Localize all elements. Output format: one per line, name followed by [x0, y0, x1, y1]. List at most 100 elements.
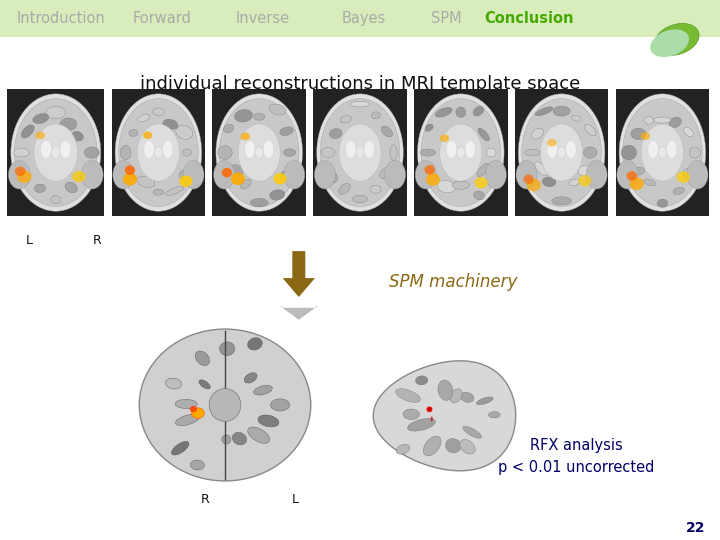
Ellipse shape [230, 165, 243, 176]
Ellipse shape [415, 376, 428, 385]
Ellipse shape [353, 195, 367, 203]
Text: R: R [201, 493, 210, 506]
Ellipse shape [322, 170, 338, 184]
Ellipse shape [631, 128, 647, 140]
Ellipse shape [284, 160, 305, 189]
Ellipse shape [238, 124, 280, 181]
Ellipse shape [446, 438, 461, 453]
FancyArrow shape [280, 306, 318, 320]
Ellipse shape [356, 147, 364, 158]
Ellipse shape [120, 145, 131, 160]
Ellipse shape [408, 418, 436, 431]
Ellipse shape [420, 149, 436, 156]
Ellipse shape [657, 199, 667, 207]
Ellipse shape [17, 170, 32, 183]
Ellipse shape [586, 160, 607, 189]
Text: R: R [93, 234, 102, 247]
Bar [616, 89, 709, 216]
Ellipse shape [72, 131, 84, 141]
Ellipse shape [390, 145, 397, 160]
Ellipse shape [9, 160, 30, 189]
Ellipse shape [216, 94, 302, 211]
Ellipse shape [633, 167, 644, 175]
Ellipse shape [418, 94, 504, 211]
Ellipse shape [33, 113, 49, 124]
Text: Bayes: Bayes [341, 11, 386, 26]
Ellipse shape [542, 177, 556, 187]
Ellipse shape [351, 102, 369, 107]
Ellipse shape [623, 99, 702, 206]
Ellipse shape [518, 94, 605, 211]
Text: Forward: Forward [132, 11, 192, 26]
Ellipse shape [144, 140, 154, 158]
Ellipse shape [34, 124, 78, 181]
Ellipse shape [658, 147, 667, 158]
Ellipse shape [435, 107, 452, 117]
Ellipse shape [516, 160, 537, 189]
Ellipse shape [15, 166, 25, 176]
Ellipse shape [527, 179, 541, 191]
Ellipse shape [250, 199, 269, 207]
Ellipse shape [233, 433, 247, 445]
Text: Conclusion: Conclusion [485, 11, 574, 26]
Ellipse shape [84, 147, 99, 158]
Ellipse shape [440, 134, 449, 142]
Bar [360, 340, 536, 491]
Ellipse shape [138, 124, 179, 181]
Ellipse shape [248, 427, 269, 443]
Ellipse shape [415, 160, 436, 189]
Ellipse shape [214, 160, 235, 189]
Ellipse shape [364, 140, 374, 158]
Ellipse shape [240, 179, 251, 189]
Ellipse shape [523, 174, 534, 184]
Ellipse shape [372, 112, 380, 119]
Ellipse shape [485, 160, 506, 189]
Ellipse shape [179, 176, 192, 187]
Ellipse shape [644, 179, 655, 186]
Ellipse shape [50, 195, 61, 204]
Ellipse shape [321, 147, 335, 158]
Ellipse shape [425, 165, 435, 174]
Ellipse shape [171, 441, 189, 455]
Ellipse shape [339, 124, 381, 181]
Ellipse shape [452, 181, 469, 190]
Bar [414, 89, 508, 216]
Ellipse shape [486, 148, 496, 157]
Text: SPM machinery: SPM machinery [390, 273, 518, 291]
Ellipse shape [119, 99, 198, 206]
Ellipse shape [669, 117, 681, 127]
Ellipse shape [176, 125, 193, 139]
Ellipse shape [137, 176, 155, 187]
Ellipse shape [143, 131, 153, 139]
Ellipse shape [154, 147, 163, 158]
Ellipse shape [488, 411, 500, 418]
Bar [515, 89, 608, 216]
Ellipse shape [153, 108, 164, 116]
Ellipse shape [552, 197, 572, 205]
Ellipse shape [553, 106, 570, 116]
Bar [112, 89, 205, 216]
Ellipse shape [477, 397, 493, 404]
Ellipse shape [673, 187, 685, 194]
Ellipse shape [139, 329, 311, 481]
Ellipse shape [569, 179, 580, 186]
Ellipse shape [667, 140, 677, 158]
Ellipse shape [60, 118, 77, 131]
Ellipse shape [557, 147, 566, 158]
Ellipse shape [626, 171, 637, 181]
Ellipse shape [463, 427, 482, 438]
Text: Introduction: Introduction [17, 11, 106, 26]
Ellipse shape [547, 139, 557, 146]
Ellipse shape [677, 171, 690, 183]
Ellipse shape [245, 140, 255, 158]
Ellipse shape [199, 380, 210, 389]
Ellipse shape [210, 389, 240, 421]
Ellipse shape [522, 99, 601, 206]
Ellipse shape [641, 132, 650, 140]
Ellipse shape [253, 386, 272, 395]
Ellipse shape [330, 129, 342, 139]
Ellipse shape [465, 140, 475, 158]
Ellipse shape [183, 160, 204, 189]
Ellipse shape [166, 186, 184, 195]
Ellipse shape [340, 116, 351, 123]
